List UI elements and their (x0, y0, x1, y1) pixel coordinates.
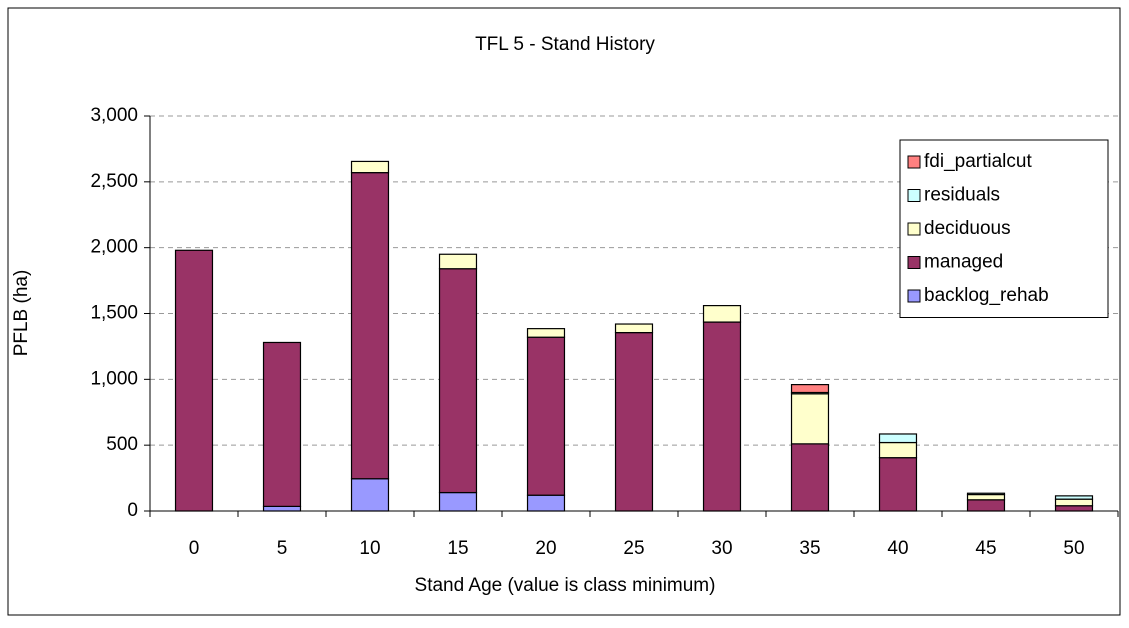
y-tick-label: 2,500 (90, 171, 138, 192)
chart-title: TFL 5 - Stand History (475, 34, 655, 55)
legend-box (899, 139, 1109, 318)
bar-segment (878, 441, 918, 459)
y-tick-label: 3,000 (90, 105, 138, 126)
y-tick-label: 500 (106, 434, 138, 455)
y-tick-label: 2,000 (90, 237, 138, 258)
legend-label: fdi_partialcut (924, 151, 1032, 172)
bar-segment (1054, 495, 1094, 500)
bar-segment (526, 328, 566, 338)
x-tick-label: 15 (447, 538, 468, 559)
bar-segment (702, 321, 742, 512)
bar-segment (614, 331, 654, 512)
bar-segment (878, 433, 918, 444)
x-tick-label: 20 (535, 538, 556, 559)
bar-segment (438, 268, 478, 494)
bar-segment (350, 478, 390, 512)
bar-segment (878, 457, 918, 512)
legend-label: backlog_rehab (924, 285, 1049, 306)
x-tick-label: 0 (189, 538, 200, 559)
y-tick-label: 1,000 (90, 368, 138, 389)
bar-segment (174, 249, 214, 512)
x-axis-title: Stand Age (value is class minimum) (415, 575, 716, 596)
bar-segment (350, 172, 390, 480)
x-tick-label: 35 (799, 538, 820, 559)
bar-segment (790, 393, 830, 445)
bar-segment (1054, 505, 1094, 512)
bar-segment (438, 491, 478, 512)
bar-segment (526, 336, 566, 496)
x-tick-label: 50 (1063, 538, 1084, 559)
y-tick-label: 1,500 (90, 303, 138, 324)
x-tick-label: 10 (359, 538, 380, 559)
legend-label: managed (924, 252, 1003, 273)
legend-swatch (907, 256, 921, 269)
x-tick-label: 45 (975, 538, 996, 559)
bar-segment (790, 384, 830, 394)
bar-segment (614, 323, 654, 334)
legend-swatch (907, 155, 921, 169)
bar-segment (966, 492, 1006, 496)
legend-swatch (907, 289, 921, 303)
bar-segment (966, 493, 1006, 501)
bar-segment (350, 160, 390, 174)
bar-segment (438, 253, 478, 270)
legend-label: deciduous (924, 218, 1011, 239)
y-axis-title: PFLB (ha) (11, 270, 32, 357)
legend-swatch (907, 222, 921, 236)
bar-segment (790, 443, 830, 512)
y-tick-label: 0 (127, 500, 138, 521)
bar-segment (966, 499, 1006, 512)
bar-segment (1054, 498, 1094, 507)
legend-label: residuals (924, 185, 1000, 206)
bar-segment (526, 494, 566, 512)
x-tick-label: 40 (887, 538, 908, 559)
bar-segment (262, 505, 302, 512)
legend-swatch (907, 189, 921, 202)
x-tick-label: 5 (277, 538, 288, 559)
bar-segment (262, 341, 302, 507)
bar-segment (702, 305, 742, 323)
x-tick-label: 25 (623, 538, 644, 559)
x-tick-label: 30 (711, 538, 732, 559)
